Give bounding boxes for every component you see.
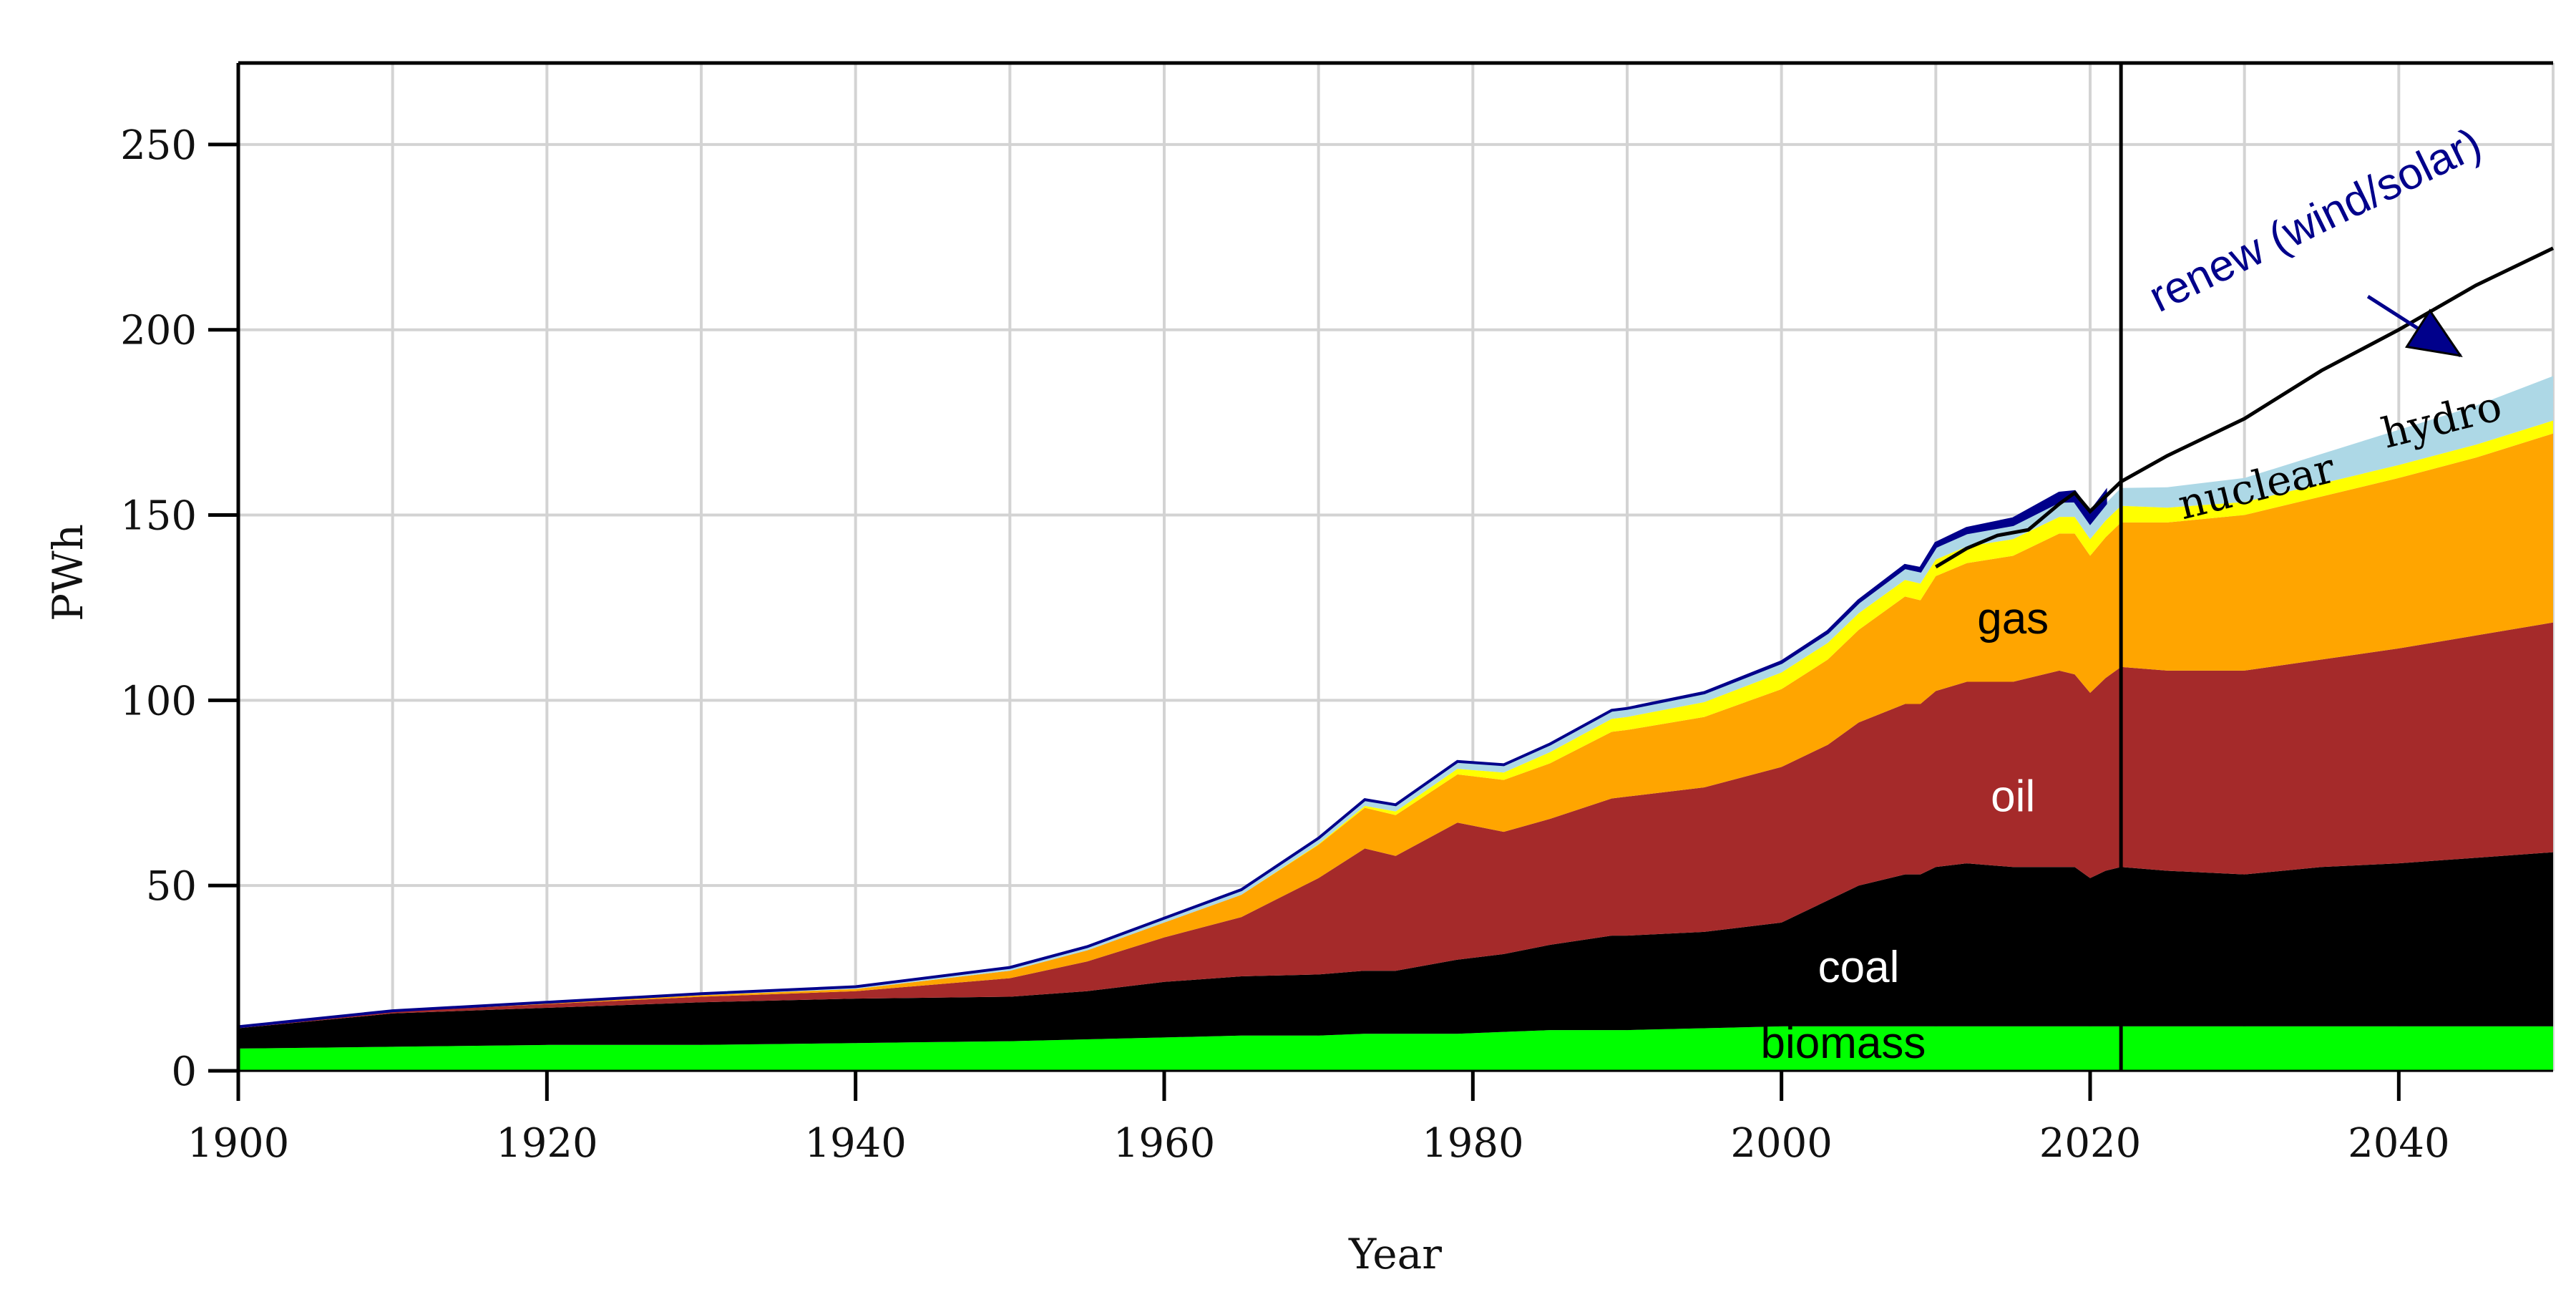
projection-line-layer [238, 63, 2555, 1071]
series-label-oil: oil [1991, 772, 2035, 822]
series-area-biomass [238, 1026, 2553, 1071]
y-tick-label: 200 [120, 308, 197, 354]
total-projection-line [1935, 246, 2555, 569]
series-area-oil [238, 622, 2553, 1029]
x-tick-label: 1920 [496, 1120, 598, 1167]
y-tick-label: 100 [120, 678, 197, 724]
x-tick-label: 1900 [187, 1120, 290, 1167]
y-tick-label: 50 [146, 863, 197, 910]
y-axis-title: PWh [44, 524, 92, 621]
x-tick-label: 2020 [2039, 1120, 2142, 1167]
series-label-coal: coal [1818, 943, 1900, 992]
y-tick-label: 250 [120, 122, 197, 169]
y-tick-label: 150 [120, 493, 197, 540]
historical-total-outline [238, 490, 2107, 1028]
series-label-biomass: biomass [1760, 1019, 1926, 1068]
x-axis-title: Year [1348, 1230, 1442, 1278]
x-tick-label: 2040 [2348, 1120, 2450, 1167]
series-area-hydro [238, 376, 2553, 1027]
y-tick-label: 0 [171, 1049, 197, 1095]
axis-layer: 0 50 100 150 200 250 1900 1920 1940 1960 1980 2000 2… [120, 61, 2553, 1167]
x-tick-label: 1940 [804, 1120, 907, 1167]
x-tick-label: 1980 [1422, 1120, 1524, 1167]
series-area-gas [238, 433, 2553, 1027]
x-tick-label: 1960 [1113, 1120, 1216, 1167]
series-label-gas: gas [1977, 594, 2049, 643]
renew-arrow-head [2404, 309, 2463, 357]
series-area-coal [238, 852, 2553, 1049]
x-tick-label: 2000 [1730, 1120, 1833, 1167]
